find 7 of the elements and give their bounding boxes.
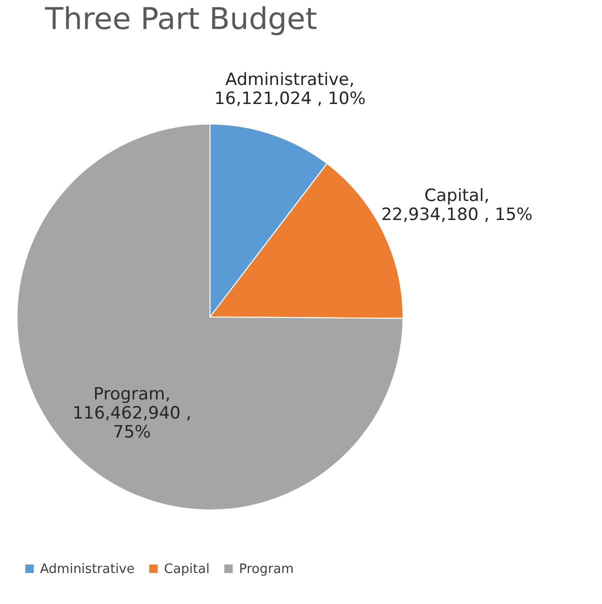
legend-label: Administrative [40, 562, 135, 577]
data-label: Capital, 22,934,180 , 15% [381, 186, 533, 225]
data-label: Administrative, 16,121,024 , 10% [214, 70, 366, 110]
legend-label: Capital [164, 562, 210, 577]
legend-label: Program [239, 562, 294, 577]
chart-title: Three Part Budget [44, 2, 318, 37]
data-label: Program, 116,462,940 , 75% [72, 384, 192, 443]
